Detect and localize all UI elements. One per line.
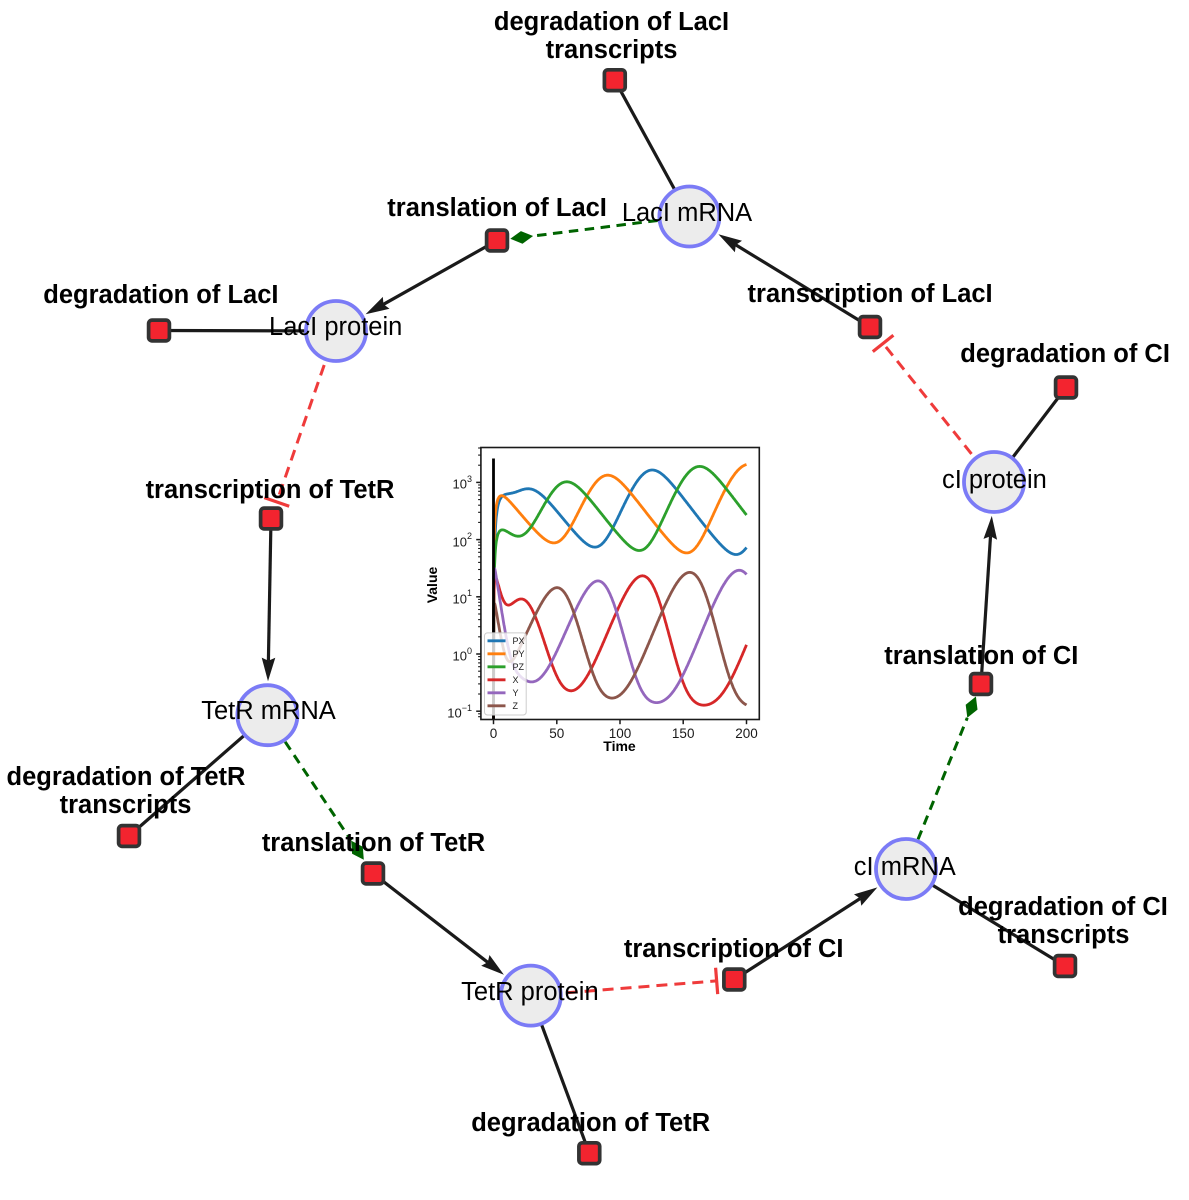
svg-text:Y: Y — [513, 688, 519, 698]
svg-text:PZ: PZ — [513, 662, 525, 672]
svg-text:PX: PX — [513, 636, 525, 646]
svg-text:Z: Z — [513, 701, 519, 711]
svg-text:X: X — [513, 675, 519, 685]
svg-text:PY: PY — [513, 649, 525, 659]
